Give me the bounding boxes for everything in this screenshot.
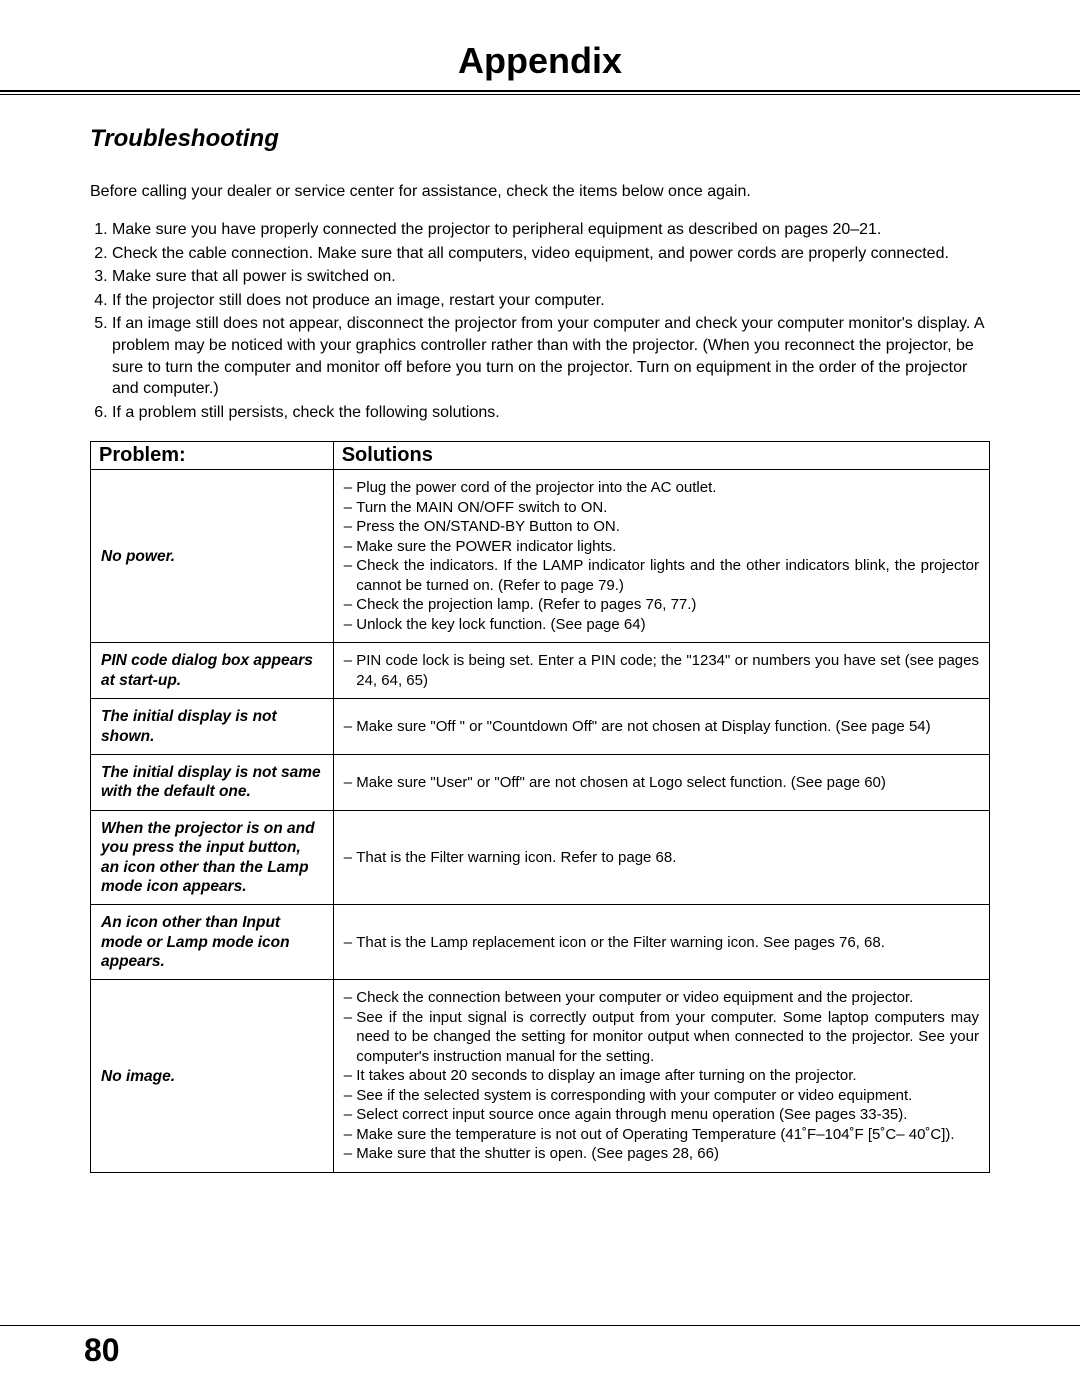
step-text: Make sure that all power is switched on. [112, 268, 396, 285]
section-title: Troubleshooting [90, 125, 990, 153]
solution-item: Make sure that the shutter is open. (See… [344, 1144, 979, 1164]
step-text: If an image still does not appear, disco… [112, 315, 984, 397]
solution-item: That is the Filter warning icon. Refer t… [344, 848, 979, 868]
solution-cell: Make sure "Off " or "Countdown Off" are … [333, 699, 989, 755]
solution-item: Make sure "User" or "Off" are not chosen… [344, 773, 979, 793]
double-rule [0, 90, 1080, 95]
table-header-row: Problem: Solutions [91, 442, 990, 470]
table-row: When the projector is on and you press t… [91, 810, 990, 905]
problem-cell: When the projector is on and you press t… [91, 810, 334, 905]
header-problem: Problem: [91, 442, 334, 470]
solution-item: That is the Lamp replacement icon or the… [344, 933, 979, 953]
troubleshoot-table: Problem: Solutions No power. Plug the po… [90, 441, 990, 1173]
table-row: An icon other than Input mode or Lamp mo… [91, 905, 990, 980]
solution-cell: That is the Lamp replacement icon or the… [333, 905, 989, 980]
solution-item: Plug the power cord of the projector int… [344, 478, 979, 498]
page-footer: 80 [0, 1325, 1080, 1369]
step-item: If a problem still persists, check the f… [112, 402, 990, 424]
solution-cell: Make sure "User" or "Off" are not chosen… [333, 755, 989, 811]
step-text: Check the cable connection. Make sure th… [112, 245, 949, 262]
steps-list: Make sure you have properly connected th… [90, 219, 990, 423]
step-text: Make sure you have properly connected th… [112, 221, 881, 238]
step-text: If a problem still persists, check the f… [112, 404, 500, 421]
problem-cell: The initial display is not same with the… [91, 755, 334, 811]
solution-item: It takes about 20 seconds to display an … [344, 1066, 979, 1086]
step-item: Make sure that all power is switched on. [112, 266, 990, 288]
solution-item: Check the connection between your comput… [344, 988, 979, 1008]
solution-item: Check the indicators. If the LAMP indica… [344, 556, 979, 595]
solution-cell: That is the Filter warning icon. Refer t… [333, 810, 989, 905]
step-item: If an image still does not appear, disco… [112, 313, 990, 399]
solution-cell: PIN code lock is being set. Enter a PIN … [333, 643, 989, 699]
solution-cell: Plug the power cord of the projector int… [333, 470, 989, 643]
step-text: If the projector still does not produce … [112, 292, 605, 309]
table-row: No power. Plug the power cord of the pro… [91, 470, 990, 643]
problem-cell: No image. [91, 980, 334, 1173]
table-row: No image. Check the connection between y… [91, 980, 990, 1173]
solution-item: Make sure the temperature is not out of … [344, 1125, 979, 1145]
table-row: The initial display is not shown. Make s… [91, 699, 990, 755]
solution-item: Unlock the key lock function. (See page … [344, 615, 979, 635]
intro-text: Before calling your dealer or service ce… [90, 183, 990, 201]
content-area: Troubleshooting Before calling your deal… [0, 125, 1080, 1173]
table-row: The initial display is not same with the… [91, 755, 990, 811]
step-item: Check the cable connection. Make sure th… [112, 243, 990, 265]
header-solutions: Solutions [333, 442, 989, 470]
solution-item: See if the input signal is correctly out… [344, 1008, 979, 1067]
problem-cell: The initial display is not shown. [91, 699, 334, 755]
table-row: PIN code dialog box appears at start-up.… [91, 643, 990, 699]
solution-item: Make sure "Off " or "Countdown Off" are … [344, 717, 979, 737]
solution-item: PIN code lock is being set. Enter a PIN … [344, 651, 979, 690]
step-item: If the projector still does not produce … [112, 290, 990, 312]
page-number: 80 [0, 1332, 1080, 1369]
page-title: Appendix [0, 40, 1080, 82]
solution-item: Check the projection lamp. (Refer to pag… [344, 595, 979, 615]
problem-cell: PIN code dialog box appears at start-up. [91, 643, 334, 699]
solution-item: Turn the MAIN ON/OFF switch to ON. [344, 498, 979, 518]
problem-cell: An icon other than Input mode or Lamp mo… [91, 905, 334, 980]
footer-rule [0, 1325, 1080, 1326]
solution-cell: Check the connection between your comput… [333, 980, 989, 1173]
step-item: Make sure you have properly connected th… [112, 219, 990, 241]
problem-cell: No power. [91, 470, 334, 643]
solution-item: Press the ON/STAND-BY Button to ON. [344, 517, 979, 537]
solution-item: Make sure the POWER indicator lights. [344, 537, 979, 557]
solution-item: Select correct input source once again t… [344, 1105, 979, 1125]
solution-item: See if the selected system is correspond… [344, 1086, 979, 1106]
